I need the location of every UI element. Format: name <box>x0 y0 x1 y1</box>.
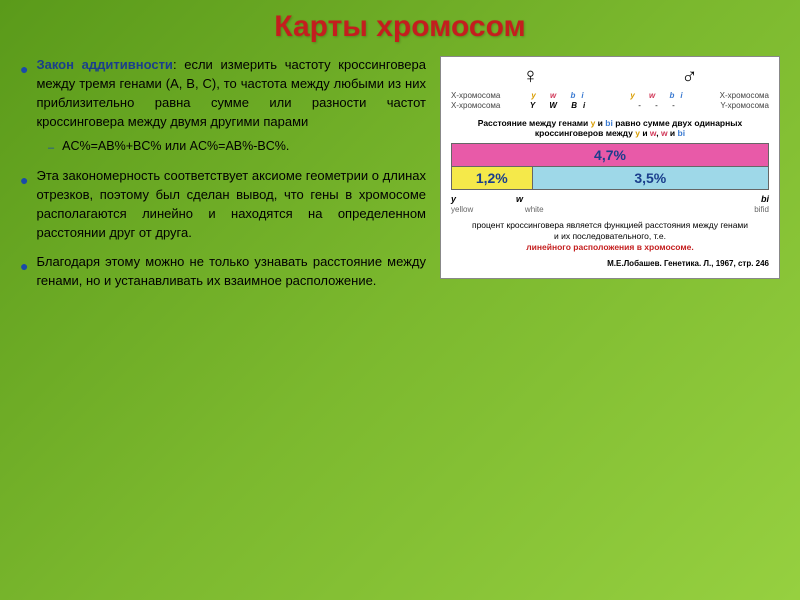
x-chrom-label: Х-хромосома <box>451 101 511 110</box>
axis-bi: bi <box>761 194 769 204</box>
axis-w: w <box>516 194 523 204</box>
caption-part: и <box>640 128 650 138</box>
gene-bi-ref: bi <box>605 118 613 128</box>
caption-part: равно сумме двух одинарных <box>613 118 742 128</box>
axis-y: y <box>451 194 456 204</box>
axis-yellow: yellow <box>451 205 473 214</box>
bullet-1: ● Закон аддитивности: если измерить част… <box>20 56 426 131</box>
bar-segment-1: 1,2% <box>452 167 533 189</box>
bullet-2: ● Эта закономерность соответствует аксио… <box>20 167 426 242</box>
gene-Bi-cap: Bi <box>571 101 591 110</box>
dash: - <box>638 101 647 110</box>
desc-line-2: и их последовательного, т.е. <box>554 231 666 241</box>
axis-genes: y w bi <box>451 194 769 204</box>
gene-W-cap: W <box>549 101 563 110</box>
x-chrom-label-r: Х-хромосома <box>709 91 769 100</box>
x-chrom-label: Х-хромосома <box>451 91 511 100</box>
bullet-1-sub-text: AC%=AB%+BC% или AC%=AB%-BC%. <box>62 137 289 157</box>
gene-w-ref: w <box>661 128 668 138</box>
citation: М.Е.Лобашев. Генетика. Л., 1967, стр. 24… <box>451 259 769 268</box>
bar-segment-2: 3,5% <box>533 167 768 189</box>
caption-part: Расстояние между генами <box>478 118 591 128</box>
diagram-caption: Расстояние между генами y и bi равно сум… <box>451 118 769 138</box>
bar-total: 4,7% <box>452 144 768 167</box>
gene-bi: bi <box>670 91 689 100</box>
desc-line-1: процент кроссинговера является функцией … <box>472 220 748 230</box>
bullet-icon: ● <box>20 170 28 242</box>
axis-bifid: bifid <box>754 205 769 214</box>
diagram-description: процент кроссинговера является функцией … <box>451 220 769 253</box>
desc-line-3: линейного расположения в хромосоме. <box>526 242 694 252</box>
gene-w: w <box>550 91 562 100</box>
axis-white: white <box>525 205 544 214</box>
male-icon: ♂ <box>681 63 698 89</box>
dash: - <box>672 101 681 110</box>
gene-y: y <box>630 91 640 100</box>
gene-bi-ref: bi <box>678 128 686 138</box>
caption-part: и <box>595 118 605 128</box>
chrom-row-1: Х-хромосома y w bi y w bi Х-хромосома <box>451 91 769 100</box>
bullet-icon: – <box>48 141 54 157</box>
slide-title: Карты хромосом <box>20 10 780 44</box>
gene-w: w <box>649 91 661 100</box>
female-icon: ♀ <box>522 63 539 89</box>
y-chrom-label: Y-хромосома <box>709 101 769 110</box>
gene-Y-cap: Y <box>530 101 541 110</box>
slide-content: ● Закон аддитивности: если измерить част… <box>20 56 780 300</box>
bullet-icon: ● <box>20 59 28 131</box>
dash: - <box>655 101 664 110</box>
gene-y: y <box>531 91 541 100</box>
sex-symbols-row: ♀ ♂ <box>451 63 769 89</box>
caption-part: кроссинговеров между <box>535 128 635 138</box>
bullet-3-text: Благодаря этому можно не только узнавать… <box>36 253 426 291</box>
bullet-1-sub: – AC%=AB%+BC% или AC%=AB%-BC%. <box>48 137 426 157</box>
text-column: ● Закон аддитивности: если измерить част… <box>20 56 426 300</box>
chromosome-diagram: ♀ ♂ Х-хромосома y w bi y w bi Х-хромосом… <box>440 56 780 279</box>
bullet-icon: ● <box>20 256 28 291</box>
bullet-3: ● Благодаря этому можно не только узнава… <box>20 253 426 291</box>
diagram-column: ♀ ♂ Х-хромосома y w bi y w bi Х-хромосом… <box>440 56 780 300</box>
chrom-row-2: Х-хромосома Y W Bi - - - Y-хромосома <box>451 101 769 110</box>
axis-names: yellow white bifid <box>451 205 769 214</box>
bullet-2-text: Эта закономерность соответствует аксиоме… <box>36 167 426 242</box>
crossover-bars: 4,7% 1,2% 3,5% <box>451 143 769 190</box>
caption-part: и <box>668 128 678 138</box>
gene-bi: bi <box>571 91 590 100</box>
law-name: Закон аддитивности <box>36 57 172 72</box>
